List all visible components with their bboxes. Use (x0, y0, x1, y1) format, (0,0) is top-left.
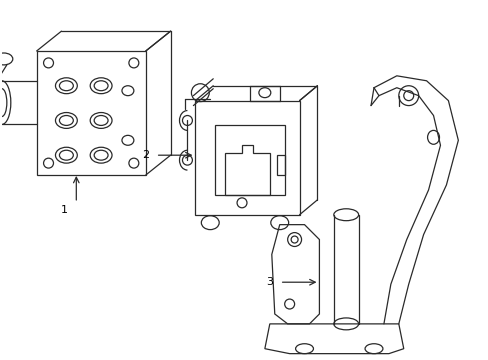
Bar (37, 51, 145, 175)
Text: 2: 2 (142, 150, 149, 160)
Text: 3: 3 (266, 277, 273, 287)
Bar (195, 100, 299, 215)
Bar (276, 155, 284, 175)
Bar (215, 125, 284, 195)
Text: 1: 1 (61, 205, 68, 215)
